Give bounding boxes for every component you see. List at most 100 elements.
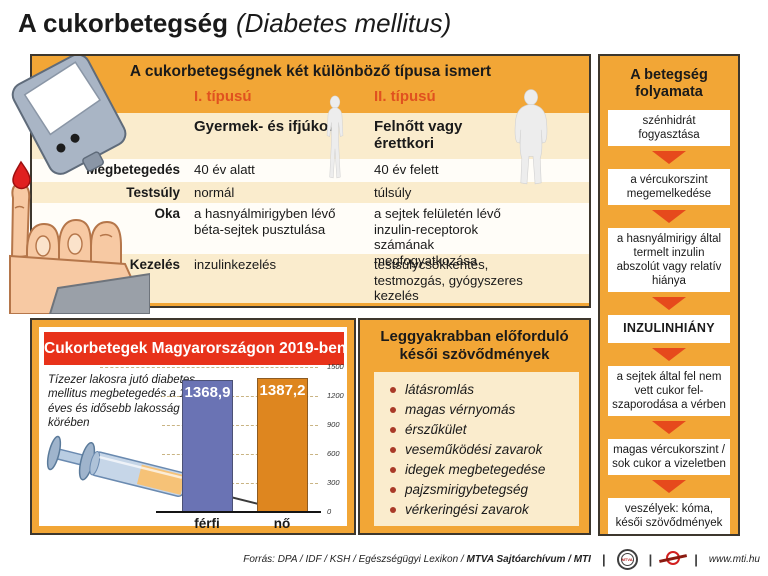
bullet-icon: [390, 447, 396, 453]
arrow-down-icon: [652, 420, 686, 434]
bar-ferfi: 1368,9: [182, 379, 233, 512]
y-tick-label: 0: [327, 507, 332, 516]
blood-drop-icon: [12, 160, 31, 190]
list-item-text: érszűkület: [405, 422, 467, 437]
separator: |: [648, 551, 653, 567]
bullet-icon: [390, 387, 396, 393]
y-tick-label: 1500: [327, 362, 344, 371]
process-step: a vércukorszint megemelkedése: [608, 169, 730, 206]
person-thin-icon: [326, 95, 344, 179]
gridline: [162, 425, 318, 426]
source-regular: Forrás: DPA / IDF / KSH / Egészségügyi L…: [243, 553, 467, 565]
bullet-icon: [390, 487, 396, 493]
list-item-text: idegek megbetegedése: [405, 462, 546, 477]
process-step: a sejtek által fel nem vett cukor fel-sz…: [608, 365, 730, 416]
complications-list-box: látásromlás magas vérnyomás érszűkület v…: [374, 372, 579, 526]
gridline: [162, 454, 318, 455]
gridline: [162, 483, 318, 484]
process-step: magas vércukorszint / sok cukor a vizele…: [608, 438, 730, 475]
bar-value-label: 1387,2: [259, 381, 306, 399]
y-tick-label: 300: [327, 478, 340, 487]
complications-list: látásromlás magas vérnyomás érszűkület v…: [384, 380, 575, 520]
chart-title-banner: Cukorbetegek Magyarországon 2019-ben: [44, 332, 346, 365]
type2-subtitle: Felnőtt vagy érettkori: [374, 118, 463, 153]
process-step: veszélyek: kóma, késői szövődmények: [608, 497, 730, 534]
list-item-text: pajzsmirigybetegség: [405, 482, 529, 497]
page-title-main: A cukorbetegség: [18, 8, 228, 38]
bullet-icon: [390, 467, 396, 473]
website-link: www.mti.hu: [708, 553, 760, 565]
process-step: a hasnyálmirigy által termelt inzulin ab…: [608, 228, 730, 293]
y-tick-label: 600: [327, 449, 340, 458]
glucose-meter-icon: [11, 56, 127, 175]
chart-panel: Cukorbetegek Magyarországon 2019-ben Tíz…: [30, 318, 356, 535]
separator: |: [601, 551, 606, 567]
row-label: Megbetegedés: [86, 162, 180, 177]
category-label-ferfi: férfi: [194, 516, 220, 531]
list-item: vérkeringési zavarok: [384, 500, 575, 520]
process-steps: szénhidrát fogyasztása a vércukorszint m…: [608, 110, 730, 534]
mtva-logo-text: MTVA: [620, 552, 634, 566]
gridline: [162, 396, 318, 397]
row-label: Oka: [154, 206, 180, 221]
list-item: pajzsmirigybetegség: [384, 480, 575, 500]
bullet-icon: [390, 407, 396, 413]
row-label: Testsúly: [126, 185, 180, 200]
separator: |: [694, 551, 698, 567]
arrow-down-icon: [652, 210, 686, 224]
arrow-down-icon: [652, 297, 686, 311]
mtva-logo: MTVA: [616, 548, 638, 570]
glucose-meter-hand-illustration: [9, 56, 150, 314]
chart-inner: Cukorbetegek Magyarországon 2019-ben Tíz…: [39, 327, 347, 531]
y-tick-label: 900: [327, 420, 340, 429]
x-axis-baseline: [156, 511, 321, 513]
y-tick-label: 1200: [327, 391, 344, 400]
footer: Forrás: DPA / IDF / KSH / Egészségügyi L…: [243, 546, 760, 572]
list-item-text: vérkeringési zavarok: [405, 502, 529, 517]
process-title: A betegség folyamata: [630, 67, 708, 101]
complications-title: Leggyakrabban előforduló késői szövődmén…: [380, 328, 569, 363]
list-item: érszűkület: [384, 420, 575, 440]
list-item-text: látásromlás: [405, 382, 475, 397]
arrow-down-icon: [652, 151, 686, 165]
comparison-header: A cukorbetegségnek két különböző típusa …: [129, 63, 492, 80]
row-type2-value: túlsúly: [374, 185, 412, 200]
row-type2-value: a sejtek felületén lévő inzulin-receptor…: [374, 206, 501, 268]
bullet-icon: [390, 427, 396, 433]
page-title-sub: (Diabetes mellitus): [235, 8, 452, 38]
list-item: idegek megbetegedése: [384, 460, 575, 480]
hand-illustration: [9, 182, 150, 314]
category-label-no: nő: [273, 516, 291, 531]
bar-no: 1387,2: [257, 377, 308, 512]
row-type1-value: normál: [194, 185, 235, 200]
type-header-row: I. típusú II. típusú: [32, 88, 589, 113]
arrow-down-icon: [652, 479, 686, 493]
complications-panel: Leggyakrabban előforduló késői szövődmén…: [358, 318, 591, 535]
row-type1-value: 40 év alatt: [194, 162, 255, 177]
chart-subtitle: Tízezer lakosra jutó diabetes mellitus m…: [48, 374, 196, 430]
list-item: látásromlás: [384, 380, 575, 400]
list-item-text: veseműködési zavarok: [405, 442, 543, 457]
bar-chart-plot: 1500 1200 900 600 300 0 1368,9 1387,2 fé…: [100, 362, 344, 531]
table-row: Testsúly normál túlsúly: [32, 182, 589, 203]
process-step: szénhidrát fogyasztása: [608, 110, 730, 147]
comparison-panel: A cukorbetegségnek két különböző típusa …: [30, 54, 591, 308]
process-step-insulin-deficiency: INZULINHIÁNY: [608, 315, 730, 343]
type2-header: II. típusú: [374, 88, 436, 105]
page-title: A cukorbetegség (Diabetes mellitus): [18, 8, 451, 39]
list-item: magas vérnyomás: [384, 400, 575, 420]
process-panel: A betegség folyamata szénhidrát fogyaszt…: [598, 54, 740, 536]
gridline: [162, 367, 318, 368]
row-type2-value: 40 év felett: [374, 162, 439, 177]
source-credit: Forrás: DPA / IDF / KSH / Egészségügyi L…: [243, 554, 591, 565]
table-row: Megbetegedés 40 év alatt 40 év felett: [32, 159, 589, 182]
row-label: Kezelés: [129, 257, 180, 272]
arrow-down-icon: [652, 347, 686, 361]
mti-logo: [659, 549, 688, 569]
person-overweight-icon: [514, 89, 548, 185]
list-item: veseműködési zavarok: [384, 440, 575, 460]
syringe-illustration: [46, 435, 279, 510]
row-type1-value: inzulinkezelés: [194, 257, 277, 272]
row-type2-value: testsúlycsökkentés, testmozgás, gyógysze…: [374, 257, 523, 304]
